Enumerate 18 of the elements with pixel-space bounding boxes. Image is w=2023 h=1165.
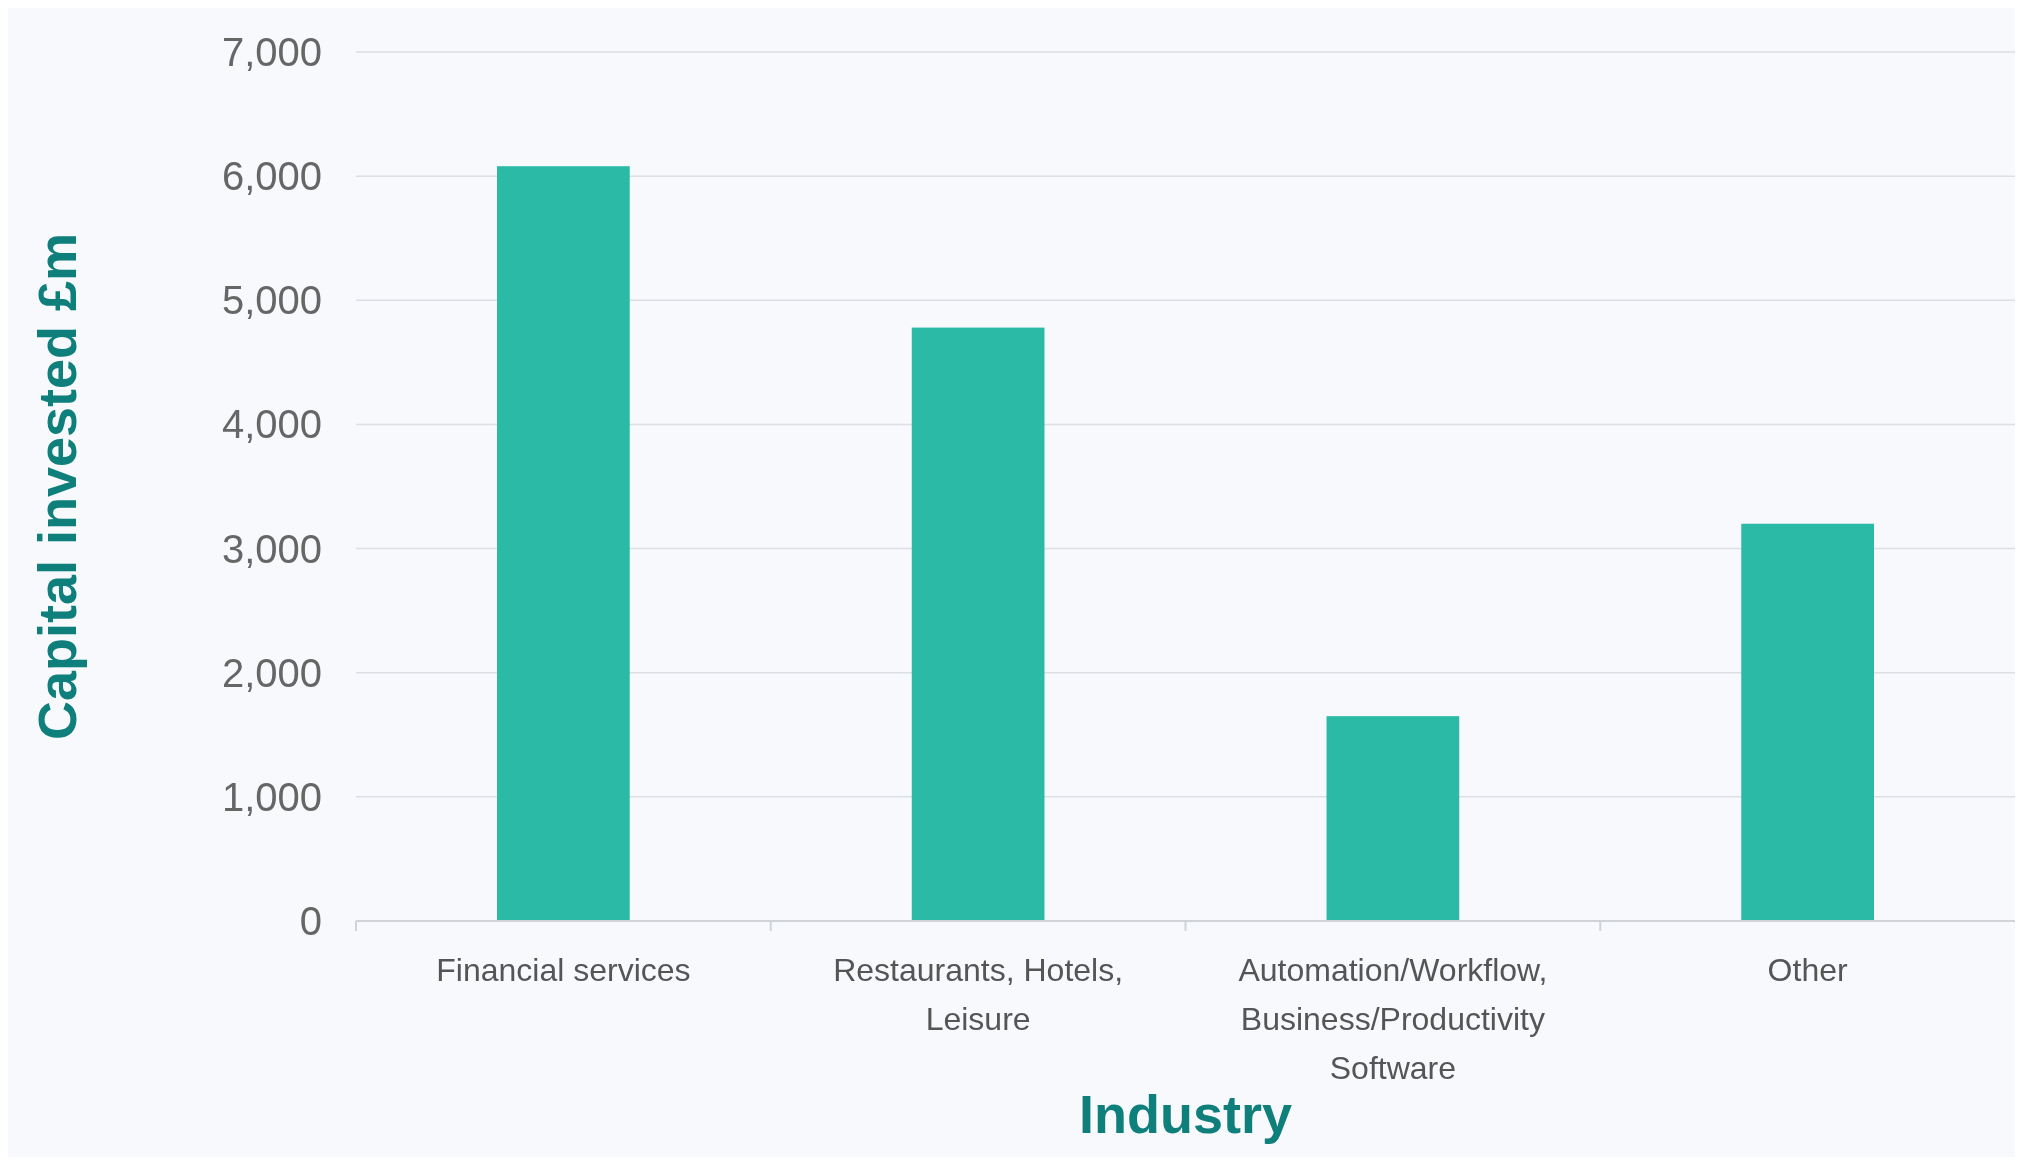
x-tick-label: Financial services bbox=[436, 952, 691, 988]
y-tick-label: 5,000 bbox=[221, 278, 322, 323]
y-tick-label: 1,000 bbox=[221, 774, 322, 819]
bar bbox=[911, 327, 1045, 921]
x-axis-title: Industry bbox=[1078, 1084, 1293, 1144]
bar bbox=[497, 166, 630, 921]
y-axis-title: Capital invested £m bbox=[27, 232, 87, 741]
bar bbox=[1326, 716, 1460, 921]
y-tick-label: 0 bbox=[299, 899, 322, 943]
x-tick-label: Restaurants, Hotels, Leisure bbox=[833, 952, 1124, 1037]
y-tick-label: 3,000 bbox=[221, 526, 322, 571]
y-tick-label: 7,000 bbox=[221, 30, 322, 74]
y-tick-label: 4,000 bbox=[221, 402, 322, 447]
x-tick-label: Other bbox=[1767, 952, 1848, 988]
y-tick-label: 6,000 bbox=[221, 154, 322, 199]
x-tick-label: Automation/Workflow, Business/Productivity Software bbox=[1238, 952, 1548, 1086]
bar bbox=[1741, 523, 1874, 921]
y-tick-label: 2,000 bbox=[221, 650, 322, 695]
